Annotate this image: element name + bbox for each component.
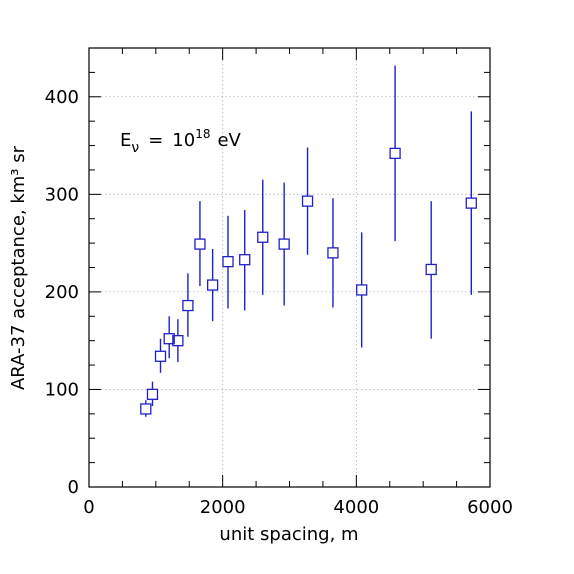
point-marker — [222, 255, 234, 268]
grid-layer — [89, 48, 490, 487]
energy-subscript: ν — [131, 140, 139, 156]
point-marker — [465, 197, 477, 209]
x-axis-label: unit spacing, m — [219, 524, 358, 545]
point-marker — [356, 284, 368, 296]
point-marker — [389, 147, 401, 160]
point-marker — [154, 350, 167, 362]
data-point — [425, 201, 437, 339]
energy-base: 10 — [172, 130, 195, 151]
energy-exponent: 18 — [195, 127, 210, 141]
energy-unit: eV — [217, 130, 241, 151]
point-marker — [257, 231, 269, 243]
data-point — [172, 319, 184, 363]
data-point — [356, 232, 368, 348]
energy-symbol: E — [120, 130, 131, 151]
point-marker — [172, 335, 184, 347]
data-point — [327, 198, 339, 308]
data-point — [163, 316, 175, 359]
x-tick-label: 0 — [83, 497, 94, 518]
tick-label-layer: 0 2000 4000 6000 0 100 200 300 400 — [45, 87, 513, 518]
point-marker — [425, 263, 437, 276]
point-marker — [206, 279, 219, 291]
point-marker — [194, 238, 206, 250]
point-marker — [163, 333, 175, 345]
data-point — [140, 400, 152, 417]
data-point — [389, 65, 401, 242]
y-tick-label: 0 — [68, 477, 79, 498]
y-tick-label: 300 — [45, 184, 79, 205]
point-marker — [146, 388, 159, 400]
point-marker — [239, 254, 251, 266]
y-tick-label: 100 — [45, 379, 79, 400]
point-marker — [301, 195, 314, 207]
plot-frame — [88, 47, 491, 488]
energy-equals: = — [148, 130, 163, 151]
data-point — [257, 179, 269, 295]
y-tick-label: 200 — [45, 282, 79, 303]
x-tick-label: 2000 — [200, 497, 246, 518]
data-point — [465, 111, 477, 295]
point-marker — [327, 247, 339, 259]
data-point — [239, 209, 251, 311]
data-point — [278, 182, 290, 306]
data-point — [146, 381, 159, 407]
point-marker — [140, 403, 152, 415]
data-point — [206, 248, 219, 322]
point-marker — [278, 238, 290, 250]
point-marker — [182, 299, 194, 312]
data-layer — [140, 65, 477, 417]
x-tick-label: 6000 — [467, 497, 513, 518]
y-axis-label: ARA-37 acceptance, km³ sr — [8, 145, 29, 390]
energy-annotation: Eν = 1018 eV — [120, 127, 242, 156]
data-point — [301, 147, 314, 255]
y-tick-label: 400 — [45, 87, 79, 108]
data-point — [182, 273, 194, 337]
data-point — [154, 338, 167, 373]
x-tick-label: 4000 — [333, 497, 379, 518]
tick-layer — [88, 47, 491, 488]
data-point — [222, 215, 234, 309]
data-point — [194, 201, 206, 287]
